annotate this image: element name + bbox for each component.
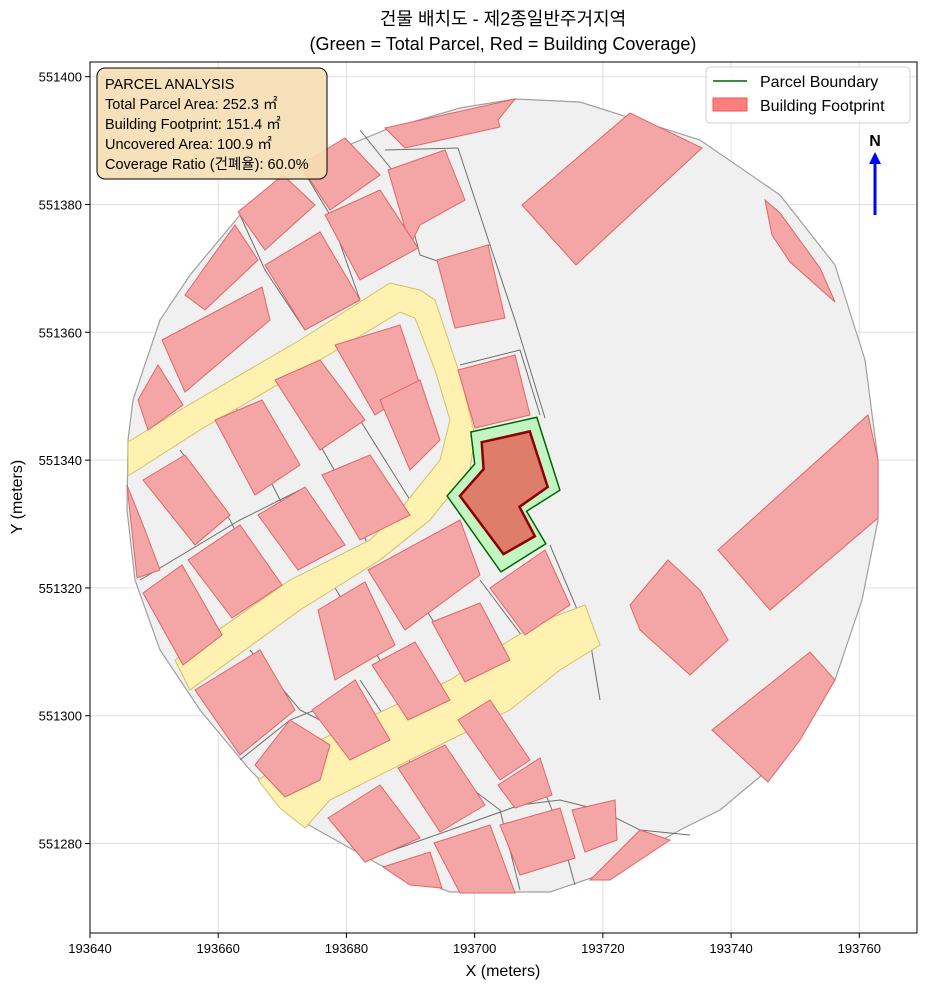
x-tick-label: 193680: [325, 941, 368, 956]
neighbor-buildings: [126, 98, 879, 894]
axis-ticks: 193640 193660 193680 193700 193720 193740 1937…: [39, 70, 881, 956]
legend: Parcel Boundary Building Footprint: [705, 66, 911, 124]
x-tick-label: 193760: [838, 941, 881, 956]
y-tick-label: 551380: [39, 198, 82, 213]
subject-building-footprint[interactable]: [458, 429, 550, 556]
info-box-title: PARCEL ANALYSIS: [105, 77, 234, 93]
x-tick-label: 193720: [581, 941, 624, 956]
y-tick-label: 551300: [39, 709, 82, 724]
legend-parcel-boundary: Parcel Boundary: [760, 74, 878, 91]
legend-building-footprint: Building Footprint: [760, 98, 885, 115]
legend-patch-swatch: [712, 97, 748, 112]
north-label: N: [869, 133, 881, 150]
info-total-area: Total Parcel Area: 252.3 ㎡: [105, 96, 278, 113]
x-tick-label: 193740: [709, 941, 752, 956]
x-tick-label: 193660: [197, 941, 240, 956]
map-layer: [126, 98, 879, 894]
y-axis-label: Y (meters): [9, 460, 26, 534]
y-tick-label: 551360: [39, 325, 82, 340]
chart-subtitle: (Green = Total Parcel, Red = Building Co…: [310, 34, 697, 54]
north-arrow: N: [869, 133, 881, 215]
x-tick-label: 193700: [453, 941, 496, 956]
x-axis-label: X (meters): [466, 963, 541, 980]
info-uncovered-area: Uncovered Area: 100.9 ㎡: [105, 136, 272, 153]
x-tick-label: 193640: [68, 941, 111, 956]
y-tick-label: 551400: [39, 70, 82, 85]
road-upper: [127, 282, 476, 691]
y-tick-label: 551340: [39, 453, 82, 468]
axes-frame: [89, 61, 918, 934]
chart-title: 건물 배치도 - 제2종일반주거지역: [380, 9, 626, 29]
y-tick-label: 551320: [39, 581, 82, 596]
info-coverage-ratio: Coverage Ratio (건폐율): 60.0%: [105, 156, 309, 173]
info-building-footprint: Building Footprint: 151.4 ㎡: [105, 116, 281, 133]
info-box: PARCEL ANALYSIS Total Parcel Area: 252.3…: [96, 67, 328, 180]
y-tick-label: 551280: [39, 837, 82, 852]
